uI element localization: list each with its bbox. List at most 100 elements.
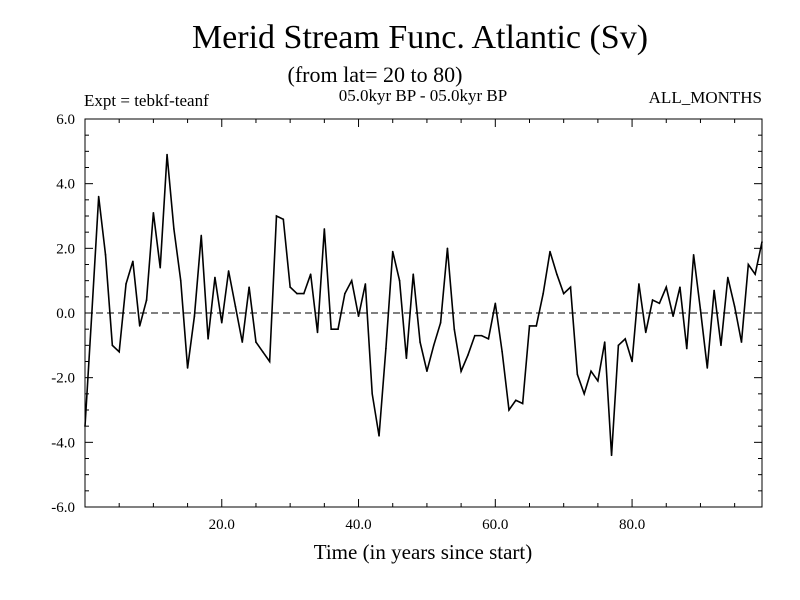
data-point [549, 250, 551, 253]
data-point [357, 315, 360, 318]
x-tick-label: 40.0 [345, 517, 371, 533]
data-point [241, 341, 244, 343]
data-point [583, 393, 586, 395]
data-point [644, 331, 647, 334]
data-point [275, 215, 278, 217]
data-point [214, 276, 216, 279]
x-axis-label: Time (in years since start) [314, 540, 533, 564]
data-point [166, 153, 168, 156]
data-point [494, 302, 497, 305]
data-point [720, 344, 722, 347]
data-point [200, 234, 203, 237]
data-point [754, 273, 756, 276]
data-point [289, 286, 291, 288]
minor-ticks [85, 119, 762, 507]
months-label: ALL_MONTHS [649, 88, 762, 107]
data-point [508, 409, 510, 411]
data-point [521, 402, 524, 405]
data-point [733, 305, 736, 308]
data-point [84, 425, 86, 427]
data-point [535, 325, 538, 327]
data-point [699, 308, 702, 311]
data-point [528, 325, 531, 327]
data-point [337, 328, 339, 330]
data-point [193, 315, 196, 318]
data-point [323, 228, 326, 230]
data-point [419, 341, 421, 343]
data-point [364, 283, 367, 285]
data-point [610, 454, 613, 457]
data-point [118, 351, 120, 353]
data-point [556, 273, 558, 276]
x-tick-label: 20.0 [209, 517, 235, 533]
data-point [138, 325, 141, 327]
data-points [84, 153, 763, 457]
data-point [590, 370, 592, 373]
x-tick-label: 80.0 [619, 517, 645, 533]
data-point [679, 286, 681, 288]
data-point [761, 241, 763, 243]
data-point [542, 292, 544, 295]
data-point [111, 344, 114, 347]
data-point [207, 338, 209, 340]
data-point [159, 266, 162, 269]
data-point [426, 370, 428, 373]
data-point [747, 263, 750, 266]
data-point [713, 289, 715, 292]
data-point [296, 292, 298, 295]
data-point [316, 331, 319, 334]
y-axis-ticks: -6.0 -4.0 -2.0 0.0 2.0 4.0 6.0 [51, 112, 762, 516]
y-tick-label: 0.0 [56, 306, 75, 322]
data-point [303, 292, 305, 295]
data-point [152, 211, 155, 214]
data-point [350, 279, 353, 282]
data-point [186, 367, 189, 369]
data-point [597, 380, 599, 382]
data-point [460, 370, 462, 373]
data-point [227, 270, 230, 272]
data-point [439, 321, 442, 324]
data-point [179, 279, 182, 282]
data-point [330, 328, 332, 330]
data-point [248, 286, 250, 288]
data-point [385, 347, 387, 350]
data-point [603, 341, 606, 343]
data-point [282, 218, 285, 221]
data-point [309, 273, 312, 276]
data-point [665, 286, 668, 288]
data-point [624, 338, 627, 340]
data-point [405, 357, 408, 360]
data-point [132, 260, 134, 263]
data-point [487, 338, 490, 340]
data-point [453, 328, 456, 330]
data-point [617, 344, 620, 347]
y-tick-label: -2.0 [51, 371, 75, 387]
data-point [706, 367, 709, 369]
data-point [658, 302, 661, 305]
x-axis-ticks: 20.0 40.0 60.0 80.0 [209, 119, 645, 533]
data-point [685, 347, 688, 350]
data-point [515, 399, 517, 402]
data-point [104, 254, 107, 256]
data-point [398, 279, 401, 282]
data-point [234, 305, 237, 308]
y-tick-label: 6.0 [56, 112, 75, 128]
y-tick-label: -6.0 [51, 500, 75, 516]
data-point [576, 373, 579, 376]
data-point [672, 315, 674, 318]
data-point [412, 273, 415, 276]
data-point [378, 435, 380, 437]
data-point [467, 354, 469, 356]
data-point [651, 299, 654, 301]
data-point [569, 286, 572, 288]
chart-title: Merid Stream Func. Atlantic (Sv) [192, 19, 648, 56]
data-point [371, 393, 374, 395]
data-point [255, 341, 257, 343]
data-point [91, 312, 93, 314]
data-point [432, 344, 435, 347]
data-point [501, 351, 503, 353]
data-point [692, 254, 695, 256]
data-point [97, 195, 100, 198]
data-point [740, 341, 743, 343]
